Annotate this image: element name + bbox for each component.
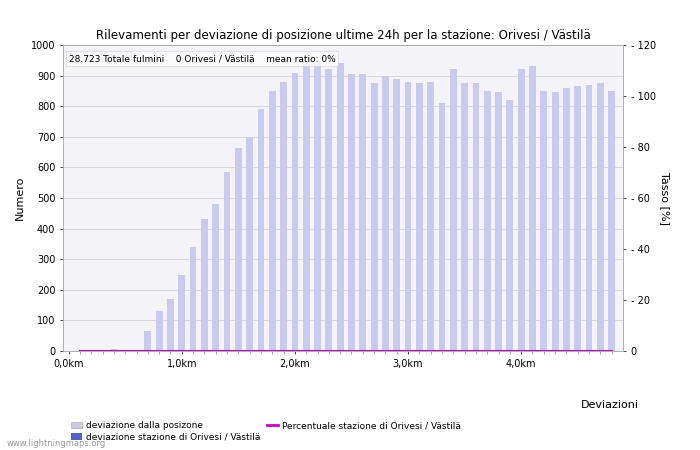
- Bar: [144, 331, 151, 351]
- Bar: [416, 83, 423, 351]
- Bar: [586, 85, 592, 351]
- Bar: [314, 63, 321, 351]
- Bar: [348, 74, 355, 351]
- Bar: [382, 76, 389, 351]
- Bar: [326, 69, 332, 351]
- Bar: [291, 72, 298, 351]
- Bar: [473, 83, 480, 351]
- Bar: [405, 82, 412, 351]
- Bar: [280, 82, 287, 351]
- Bar: [156, 311, 162, 351]
- Bar: [337, 63, 344, 351]
- Bar: [235, 148, 241, 351]
- Y-axis label: Tasso [%]: Tasso [%]: [659, 171, 670, 225]
- Y-axis label: Numero: Numero: [15, 176, 25, 220]
- Bar: [484, 91, 491, 351]
- Bar: [223, 172, 230, 351]
- Bar: [359, 74, 366, 351]
- Bar: [427, 82, 434, 351]
- Bar: [371, 83, 377, 351]
- Bar: [597, 83, 604, 351]
- Bar: [552, 92, 559, 351]
- Bar: [178, 274, 186, 351]
- Bar: [167, 299, 174, 351]
- Bar: [439, 103, 445, 351]
- Bar: [450, 69, 456, 351]
- Bar: [518, 69, 524, 351]
- Bar: [201, 220, 208, 351]
- Bar: [563, 88, 570, 351]
- Bar: [258, 109, 265, 351]
- Bar: [246, 137, 253, 351]
- Text: 28.723 Totale fulmini    0 Orivesi / Västilä    mean ratio: 0%: 28.723 Totale fulmini 0 Orivesi / Västil…: [69, 54, 335, 63]
- Title: Rilevamenti per deviazione di posizione ultime 24h per la stazione: Orivesi / Vä: Rilevamenti per deviazione di posizione …: [96, 29, 590, 42]
- Bar: [212, 204, 219, 351]
- Legend: deviazione dalla posizone, deviazione stazione di Orivesi / Västilä, Percentuale: deviazione dalla posizone, deviazione st…: [67, 418, 464, 446]
- Bar: [393, 79, 400, 351]
- Bar: [111, 350, 118, 351]
- Bar: [461, 83, 468, 351]
- Bar: [303, 60, 309, 351]
- Bar: [540, 91, 547, 351]
- Bar: [507, 100, 513, 351]
- Bar: [495, 92, 502, 351]
- Bar: [575, 86, 581, 351]
- Text: Deviazioni: Deviazioni: [581, 400, 639, 410]
- Text: www.lightningmaps.org: www.lightningmaps.org: [7, 439, 106, 448]
- Bar: [190, 247, 197, 351]
- Bar: [608, 91, 615, 351]
- Bar: [269, 91, 276, 351]
- Bar: [529, 67, 536, 351]
